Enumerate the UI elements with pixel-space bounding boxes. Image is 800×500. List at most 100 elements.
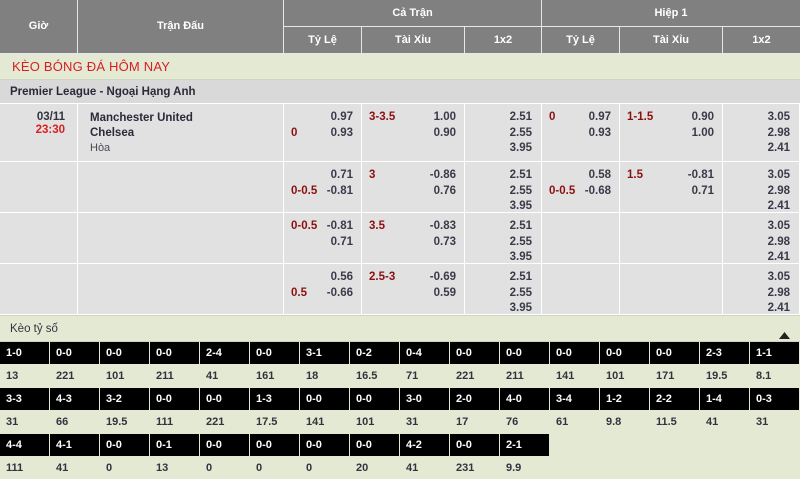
correct-score-odd[interactable]: 101 bbox=[350, 410, 399, 433]
correct-score-chip[interactable]: 2-2 bbox=[650, 388, 699, 410]
column-header-h1-1x2[interactable]: 1x2 bbox=[723, 27, 800, 54]
h1-ou-price-2[interactable]: 0.71 bbox=[691, 184, 714, 197]
correct-score-odd[interactable]: 101 bbox=[100, 364, 149, 387]
correct-score-chip[interactable]: 0-0 bbox=[150, 388, 199, 410]
h1-handicap-line-2[interactable]: 0-0.5 bbox=[549, 184, 576, 197]
correct-score-odd[interactable]: 76 bbox=[500, 410, 549, 433]
ft-handicap-line-2[interactable]: 0 bbox=[291, 126, 298, 139]
correct-score-chip[interactable]: 3-2 bbox=[100, 388, 149, 410]
h1-handicap-price-2[interactable]: 0.93 bbox=[588, 126, 611, 139]
ft-handicap-line-2[interactable]: 0.5 bbox=[291, 286, 307, 299]
correct-score-odd[interactable]: 221 bbox=[450, 364, 499, 387]
correct-score-chip[interactable]: 0-0 bbox=[250, 434, 299, 456]
table-row[interactable]: 0.71 0-0.5 -0.81 3 -0.86 0.76 2.51 2.55 3.… bbox=[0, 162, 800, 213]
ft-over-under-cell[interactable]: 3-3.5 1.00 0.90 bbox=[362, 104, 465, 161]
correct-score-odd[interactable]: 111 bbox=[0, 456, 49, 479]
ft-ou-price-2[interactable]: 0.90 bbox=[433, 126, 456, 139]
correct-score-chip[interactable]: 0-1 bbox=[150, 434, 199, 456]
correct-score-chip[interactable]: 2-3 bbox=[700, 342, 749, 364]
correct-score-chip[interactable]: 0-0 bbox=[550, 342, 599, 364]
correct-score-odd[interactable]: 18 bbox=[300, 364, 349, 387]
column-header-h1-handicap[interactable]: Tỷ Lệ bbox=[542, 27, 620, 54]
correct-score-chip[interactable]: 0-0 bbox=[500, 342, 549, 364]
correct-score-odd[interactable]: 41 bbox=[200, 364, 249, 387]
correct-score-odd[interactable]: 11.5 bbox=[650, 410, 699, 433]
ft-1x2-away[interactable]: 2.55 bbox=[509, 126, 532, 139]
h1-over-under-cell[interactable]: 1.5 -0.81 0.71 bbox=[620, 162, 723, 212]
correct-score-chip[interactable]: 1-4 bbox=[700, 388, 749, 410]
correct-score-odd[interactable]: 8.1 bbox=[750, 364, 799, 387]
correct-score-chip[interactable]: 0-0 bbox=[100, 434, 149, 456]
h1-1x2-away[interactable]: 2.98 bbox=[767, 286, 790, 299]
ft-ou-price-1[interactable]: -0.86 bbox=[429, 169, 456, 181]
h1-1x2-home[interactable]: 3.05 bbox=[767, 111, 790, 123]
correct-score-odd[interactable]: 61 bbox=[550, 410, 599, 433]
correct-score-chip[interactable]: 4-2 bbox=[400, 434, 449, 456]
h1-ou-price-1[interactable]: -0.81 bbox=[687, 169, 714, 181]
correct-score-chip[interactable]: 0-0 bbox=[350, 388, 399, 410]
ft-handicap-price-2[interactable]: -0.81 bbox=[326, 184, 353, 197]
triangle-up-icon[interactable] bbox=[779, 326, 790, 344]
correct-score-chip[interactable]: 3-1 bbox=[300, 342, 349, 364]
h1-handicap-line-1[interactable]: 0 bbox=[549, 111, 556, 123]
ft-1x2-home[interactable]: 2.51 bbox=[509, 169, 532, 181]
column-header-ft-1x2[interactable]: 1x2 bbox=[465, 27, 542, 54]
correct-score-chip[interactable]: 1-3 bbox=[250, 388, 299, 410]
correct-score-odd[interactable]: 19.5 bbox=[700, 364, 749, 387]
ft-ou-line-1[interactable]: 2.5-3 bbox=[369, 271, 396, 283]
correct-score-chip[interactable]: 0-0 bbox=[450, 342, 499, 364]
ft-handicap-cell[interactable]: 0-0.5 -0.81 0.71 bbox=[284, 213, 362, 263]
h1-1x2-draw[interactable]: 2.41 bbox=[767, 302, 790, 314]
correct-score-chip[interactable]: 0-0 bbox=[250, 342, 299, 364]
correct-score-chip[interactable]: 0-0 bbox=[150, 342, 199, 364]
correct-score-odd[interactable]: 211 bbox=[150, 364, 199, 387]
h1-1x2-draw[interactable]: 2.41 bbox=[767, 142, 790, 154]
correct-score-chip[interactable]: 0-2 bbox=[350, 342, 399, 364]
correct-score-odd[interactable]: 66 bbox=[50, 410, 99, 433]
ft-handicap-cell[interactable]: 0.56 0.5 -0.66 bbox=[284, 264, 362, 314]
correct-score-chip[interactable]: 0-0 bbox=[50, 342, 99, 364]
correct-score-chip[interactable]: 0-3 bbox=[750, 388, 799, 410]
h1-ou-line-1[interactable]: 1.5 bbox=[627, 169, 643, 181]
league-header-row[interactable]: Premier League - Ngoại Hạng Anh bbox=[0, 80, 800, 104]
h1-1x2-home[interactable]: 3.05 bbox=[767, 169, 790, 181]
correct-score-odd[interactable]: 221 bbox=[200, 410, 249, 433]
correct-score-odd[interactable]: 231 bbox=[450, 456, 499, 479]
ft-handicap-price-2[interactable]: 0.93 bbox=[330, 126, 353, 139]
h1-over-under-cell[interactable]: 1-1.5 0.90 1.00 bbox=[620, 104, 723, 161]
correct-score-odd[interactable]: 161 bbox=[250, 364, 299, 387]
ft-ou-line-1[interactable]: 3.5 bbox=[369, 220, 385, 232]
correct-score-chip[interactable]: 1-0 bbox=[0, 342, 49, 364]
column-header-ft-handicap[interactable]: Tỷ Lệ bbox=[284, 27, 362, 54]
correct-score-odd[interactable]: 0 bbox=[300, 456, 349, 479]
correct-score-chip[interactable]: 1-2 bbox=[600, 388, 649, 410]
column-header-match[interactable]: Trận Đấu bbox=[78, 0, 284, 54]
correct-score-chip[interactable]: 0-0 bbox=[350, 434, 399, 456]
correct-score-chip[interactable]: 3-0 bbox=[400, 388, 449, 410]
table-row[interactable]: 03/11 23:30 Manchester United Chelsea Hò… bbox=[0, 104, 800, 162]
h1-ou-price-1[interactable]: 0.90 bbox=[691, 111, 714, 123]
correct-score-odd[interactable]: 31 bbox=[0, 410, 49, 433]
ft-handicap-line-2[interactable]: 0-0.5 bbox=[291, 184, 318, 197]
h1-1x2-cell[interactable]: 3.05 2.98 2.41 bbox=[723, 213, 800, 263]
ft-1x2-home[interactable]: 2.51 bbox=[509, 271, 532, 283]
correct-score-chip[interactable]: 2-4 bbox=[200, 342, 249, 364]
ft-1x2-draw[interactable]: 3.95 bbox=[509, 251, 532, 263]
h1-1x2-home[interactable]: 3.05 bbox=[767, 271, 790, 283]
ft-over-under-cell[interactable]: 3 -0.86 0.76 bbox=[362, 162, 465, 212]
correct-score-chip[interactable]: 0-0 bbox=[600, 342, 649, 364]
correct-score-odd[interactable]: 9.9 bbox=[500, 456, 549, 479]
ft-handicap-cell[interactable]: 0.71 0-0.5 -0.81 bbox=[284, 162, 362, 212]
correct-score-odd[interactable]: 17 bbox=[450, 410, 499, 433]
correct-score-odd[interactable]: 71 bbox=[400, 364, 449, 387]
h1-1x2-home[interactable]: 3.05 bbox=[767, 220, 790, 232]
correct-score-odd[interactable]: 41 bbox=[700, 410, 749, 433]
correct-score-chip[interactable]: 4-1 bbox=[50, 434, 99, 456]
correct-score-chip[interactable]: 4-0 bbox=[500, 388, 549, 410]
correct-score-chip[interactable]: 0-0 bbox=[650, 342, 699, 364]
h1-ou-line-1[interactable]: 1-1.5 bbox=[627, 111, 654, 123]
correct-score-odd[interactable]: 31 bbox=[400, 410, 449, 433]
ft-handicap-price-1[interactable]: -0.81 bbox=[326, 220, 353, 232]
column-header-ft-over-under[interactable]: Tài Xỉu bbox=[362, 27, 465, 54]
correct-score-odd[interactable]: 13 bbox=[0, 364, 49, 387]
